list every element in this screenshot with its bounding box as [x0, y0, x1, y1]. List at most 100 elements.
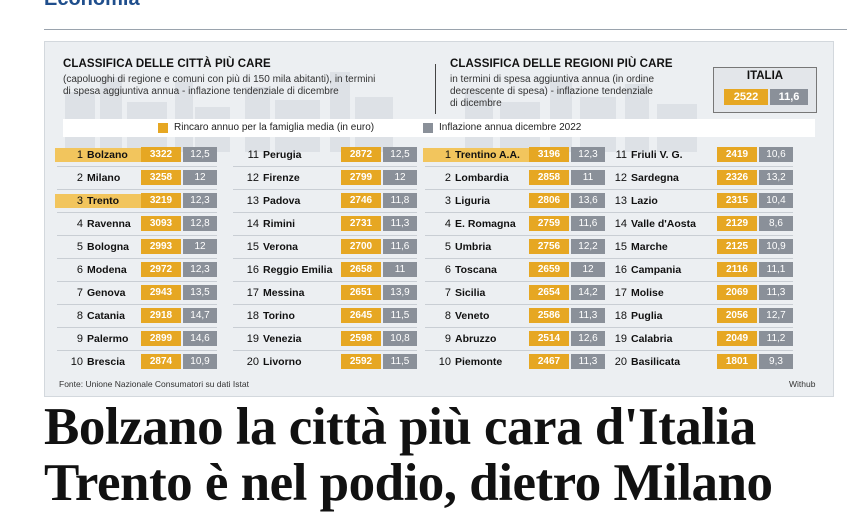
region-row: 20 Basilicata 1801 9,3	[601, 353, 801, 371]
rank-number: 10	[70, 356, 83, 368]
inflation-value: 14,7	[183, 308, 217, 323]
inflation-value: 11,3	[759, 285, 793, 300]
region-row: 14 Valle d'Aosta 2129 8,6	[601, 215, 801, 233]
row-separator	[57, 258, 217, 259]
italia-summary: ITALIA 2522 11,6	[713, 67, 817, 113]
inflation-value: 12,6	[571, 331, 605, 346]
rank-number: 14	[614, 218, 627, 230]
city-name: Torino	[263, 310, 295, 322]
row-separator	[601, 304, 793, 305]
increase-value: 2759	[529, 216, 569, 231]
increase-value: 2899	[141, 331, 181, 346]
city-name: Modena	[87, 264, 127, 276]
city-name: Firenze	[263, 172, 300, 184]
row-separator	[233, 189, 417, 190]
region-name: Campania	[631, 264, 682, 276]
rank-number: 13	[246, 195, 259, 207]
inflation-value: 11,2	[759, 331, 793, 346]
section-title: Economia	[44, 0, 140, 11]
increase-value: 2069	[717, 285, 757, 300]
region-name: Sicilia	[455, 287, 486, 299]
region-row: 15 Marche 2125 10,9	[601, 238, 801, 256]
rank-number: 11	[615, 149, 627, 161]
rank-number: 15	[614, 241, 627, 253]
row-separator	[425, 304, 605, 305]
city-row: 1 Bolzano 3322 12,5	[57, 146, 257, 164]
row-separator	[57, 166, 217, 167]
row-separator	[425, 166, 605, 167]
rank-number: 5	[444, 241, 451, 253]
city-row: 9 Palermo 2899 14,6	[57, 330, 257, 348]
inflation-value: 13,2	[759, 170, 793, 185]
inflation-value: 13,5	[183, 285, 217, 300]
rank-number: 10	[438, 356, 451, 368]
increase-value: 2659	[529, 262, 569, 277]
inflation-value: 13,9	[383, 285, 417, 300]
inflation-value: 12,3	[571, 147, 605, 162]
region-name: Valle d'Aosta	[631, 218, 696, 230]
city-row: 17 Messina 2651 13,9	[233, 284, 433, 302]
city-name: Messina	[263, 287, 305, 299]
city-row: 18 Torino 2645 11,5	[233, 307, 433, 325]
italia-label: ITALIA	[746, 70, 784, 82]
inflation-value: 14,6	[183, 331, 217, 346]
italia-value: 2522	[724, 89, 768, 105]
rank-number: 2	[76, 172, 83, 184]
increase-value: 2918	[141, 308, 181, 323]
row-separator	[601, 350, 793, 351]
region-name: Lombardia	[455, 172, 509, 184]
row-separator	[601, 235, 793, 236]
rank-number: 6	[444, 264, 451, 276]
inflation-value: 11,5	[383, 308, 417, 323]
city-row: 19 Venezia 2598 10,8	[233, 330, 433, 348]
rank-number: 20	[246, 356, 259, 368]
row-separator	[601, 258, 793, 259]
regions-subtitle-3: di dicembre	[450, 98, 502, 109]
row-separator	[425, 235, 605, 236]
rank-number: 12	[246, 172, 259, 184]
cities-title: CLASSIFICA DELLE CITTÀ PIÙ CARE	[63, 58, 271, 70]
region-name: Molise	[631, 287, 664, 299]
increase-value: 2858	[529, 170, 569, 185]
region-name: Friuli V. G.	[631, 149, 683, 161]
legend-inflation-swatch	[423, 123, 433, 133]
inflation-value: 9,3	[759, 354, 793, 369]
row-separator	[233, 304, 417, 305]
credit-note: Withub	[789, 379, 816, 389]
title-divider	[435, 64, 436, 114]
city-name: Genova	[87, 287, 126, 299]
rank-number: 20	[614, 356, 627, 368]
increase-value: 2658	[341, 262, 381, 277]
inflation-value: 11	[383, 262, 417, 277]
city-name: Rimini	[263, 218, 296, 230]
city-row: 7 Genova 2943 13,5	[57, 284, 257, 302]
inflation-value: 12,3	[183, 193, 217, 208]
increase-value: 2586	[529, 308, 569, 323]
increase-value: 2700	[341, 239, 381, 254]
region-name: Piemonte	[455, 356, 503, 368]
row-separator	[233, 350, 417, 351]
row-separator	[425, 350, 605, 351]
increase-value: 2654	[529, 285, 569, 300]
increase-value: 2419	[717, 147, 757, 162]
region-row: 19 Calabria 2049 11,2	[601, 330, 801, 348]
city-name: Venezia	[263, 333, 302, 345]
legend-increase-swatch	[158, 123, 168, 133]
inflation-value: 11,3	[571, 354, 605, 369]
region-name: Abruzzo	[455, 333, 497, 345]
inflation-value: 11	[571, 170, 605, 185]
increase-value: 3322	[141, 147, 181, 162]
region-row: 3 Liguria 2806 13,6	[425, 192, 625, 210]
region-name: Liguria	[455, 195, 491, 207]
region-row: 16 Campania 2116 11,1	[601, 261, 801, 279]
inflation-value: 11,6	[571, 216, 605, 231]
region-name: Umbria	[455, 241, 492, 253]
region-row: 13 Lazio 2315 10,4	[601, 192, 801, 210]
row-separator	[601, 212, 793, 213]
region-row: 6 Toscana 2659 12	[425, 261, 625, 279]
headline-line-1: Bolzano la città più cara d'Italia	[44, 398, 756, 456]
inflation-value: 10,9	[759, 239, 793, 254]
inflation-value: 11,1	[759, 262, 793, 277]
region-row: 12 Sardegna 2326 13,2	[601, 169, 801, 187]
city-name: Perugia	[263, 149, 302, 161]
